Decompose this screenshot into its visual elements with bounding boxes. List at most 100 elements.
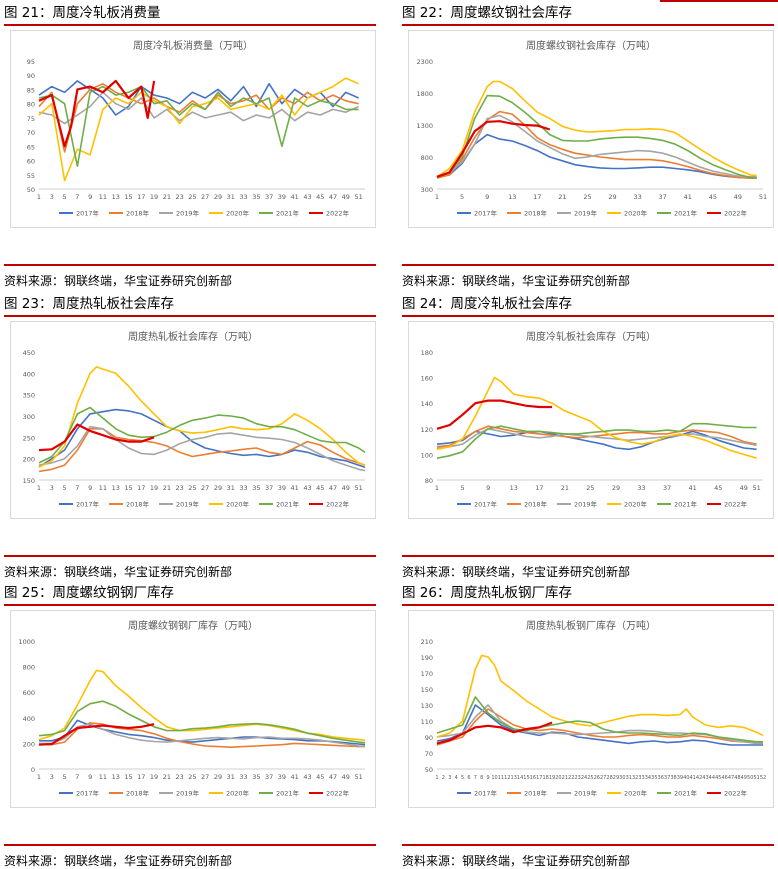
x-tick-label: 49 — [342, 773, 350, 781]
y-tick-label: 120 — [421, 426, 433, 434]
legend-label: 2020年 — [624, 500, 648, 509]
series-line-2017年 — [436, 430, 757, 451]
x-tick-label: 29 — [612, 484, 620, 492]
legend-label: 2021年 — [674, 789, 698, 798]
x-tick-label: 9 — [487, 775, 490, 781]
y-tick-label: 65 — [27, 143, 35, 151]
chart-title: 周度螺纹钢社会库存（万吨） — [526, 39, 656, 52]
x-tick-label: 37 — [659, 193, 667, 201]
x-tick-label: 23 — [175, 484, 183, 492]
y-tick-label: 400 — [23, 370, 35, 378]
series-line-2018年 — [436, 425, 757, 448]
x-tick-label: 5 — [62, 484, 66, 492]
x-tick-label: 16 — [530, 775, 536, 781]
series-line-2019年 — [436, 114, 757, 179]
x-tick-label: 47 — [329, 773, 337, 781]
legend-label: 2022年 — [326, 789, 350, 798]
x-tick-label: 27 — [201, 193, 209, 201]
y-tick-label: 90 — [425, 734, 433, 742]
y-tick-label: 80 — [425, 477, 433, 485]
series-line-2020年 — [38, 77, 359, 182]
x-tick-label: 17 — [137, 193, 145, 201]
x-tick-label: 9 — [485, 193, 489, 201]
legend-label: 2020年 — [624, 789, 648, 798]
x-tick-label: 46 — [721, 775, 727, 781]
x-tick-label: 17 — [137, 773, 145, 781]
x-tick-label: 33 — [637, 484, 645, 492]
x-tick-label: 29 — [214, 484, 222, 492]
legend-label: 2019年 — [176, 500, 200, 509]
x-tick-label: 9 — [88, 193, 92, 201]
x-tick-label: 6 — [467, 775, 470, 781]
x-tick-label: 19 — [150, 484, 158, 492]
x-tick-label: 33 — [633, 193, 641, 201]
x-tick-label: 1 — [37, 484, 41, 492]
chart-title: 周度螺纹钢钢厂库存（万吨） — [128, 619, 258, 632]
x-tick-label: 15 — [124, 484, 132, 492]
x-tick-label: 33 — [239, 773, 247, 781]
legend-label: 2021年 — [674, 500, 698, 509]
x-tick-label: 36 — [658, 775, 664, 781]
y-tick-label: 200 — [23, 740, 35, 748]
x-tick-label: 45 — [316, 193, 324, 201]
x-tick-label: 15 — [523, 775, 529, 781]
x-tick-label: 12 — [504, 775, 510, 781]
series-line-2022年 — [38, 723, 155, 746]
x-tick-label: 13 — [112, 484, 120, 492]
x-tick-label: 47 — [728, 775, 734, 781]
series-line-2020年 — [436, 654, 764, 738]
legend-label: 2018年 — [524, 500, 548, 509]
legend-label: 2022年 — [326, 209, 350, 218]
x-tick-label: 45 — [709, 193, 717, 201]
source-note: 资料来源：钢联终端，华宝证券研究创新部 — [402, 264, 774, 289]
x-tick-label: 28 — [606, 775, 612, 781]
series-line-2020年 — [436, 80, 757, 178]
rebar-social-inventory-chart: 周度螺纹钢社会库存（万吨） 300 800 1300 1800 2300 1 5 9 13 17 21… — [416, 39, 767, 218]
series-line-2019年 — [38, 425, 366, 472]
x-tick-label: 41 — [689, 484, 697, 492]
legend-label: 2019年 — [574, 789, 598, 798]
x-tick-label: 21 — [561, 484, 569, 492]
x-tick-label: 29 — [214, 193, 222, 201]
y-tick-label: 300 — [23, 413, 35, 421]
x-tick-label: 25 — [583, 193, 591, 201]
x-tick-label: 25 — [188, 193, 196, 201]
series-line-2019年 — [38, 91, 359, 125]
y-tick-label: 85 — [27, 86, 35, 94]
x-tick-label: 27 — [201, 484, 209, 492]
x-tick-label: 37 — [265, 193, 273, 201]
x-tick-label: 11 — [99, 193, 107, 201]
x-tick-label: 23 — [175, 773, 183, 781]
x-tick-label: 1 — [37, 193, 41, 201]
x-tick-label: 41 — [291, 484, 299, 492]
series-line-2021年 — [38, 700, 366, 744]
source-note: 资料来源：钢联终端，华宝证券研究创新部 — [4, 264, 376, 289]
y-tick-label: 180 — [421, 349, 433, 357]
x-tick-label: 11 — [99, 484, 107, 492]
legend-label: 2017年 — [474, 789, 498, 798]
x-tick-label: 21 — [163, 484, 171, 492]
x-tick-label: 13 — [508, 193, 516, 201]
series-line-2018年 — [436, 708, 763, 746]
x-tick-label: 5 — [461, 775, 464, 781]
y-tick-label: 140 — [421, 400, 433, 408]
y-tick-label: 160 — [421, 375, 433, 383]
x-tick-label: 37 — [265, 773, 273, 781]
y-tick-label: 110 — [421, 718, 433, 726]
panel-24: 图 24：周度冷轧板社会库存 周度冷轧板社会库存（万吨） 80 100 120 140 1… — [402, 293, 774, 579]
y-tick-label: 450 — [23, 349, 35, 357]
chart-title: 周度热轧板钢厂库存（万吨） — [526, 619, 656, 632]
legend-label: 2022年 — [724, 789, 748, 798]
y-tick-label: 150 — [23, 477, 35, 485]
x-tick-label: 22 — [568, 775, 574, 781]
y-tick-label: 55 — [27, 172, 35, 180]
x-tick-label: 1 — [435, 484, 439, 492]
series-line-2022年 — [436, 399, 553, 430]
series-line-2021年 — [436, 696, 763, 743]
x-tick-label: 19 — [150, 773, 158, 781]
x-tick-label: 3 — [448, 775, 451, 781]
x-tick-label: 25 — [188, 484, 196, 492]
x-tick-label: 35 — [252, 484, 260, 492]
legend-label: 2017年 — [474, 209, 498, 218]
legend-label: 2020年 — [226, 789, 250, 798]
